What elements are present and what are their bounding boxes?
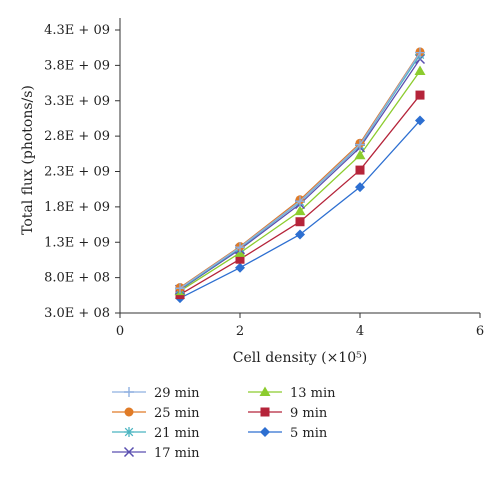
legend: 29 min 25 min 21 min 17 min 13 min 9 min 5 min: [112, 386, 336, 461]
legend-item-5-min: 5 min: [248, 426, 328, 441]
x-tick-label: 6: [476, 324, 484, 339]
series-line-21-min: [179, 54, 421, 290]
x-tick-label: 0: [116, 324, 124, 339]
data-point-5-min: [295, 229, 305, 240]
legend-label: 17 min: [154, 446, 200, 461]
legend-label: 29 min: [154, 386, 200, 401]
legend-item-13-min: 13 min: [248, 386, 336, 401]
y-tick-label: 1.8E + 09: [44, 200, 110, 215]
legend-label: 5 min: [290, 426, 328, 441]
y-axis-label: Total flux (photons/s): [20, 85, 36, 235]
legend-marker: [124, 427, 134, 437]
data-point-9-min: [235, 254, 245, 264]
data-point-29-min: [355, 139, 365, 150]
legend-marker: [260, 427, 270, 437]
data-point-29-min: [295, 196, 305, 207]
data-point-13-min: [294, 205, 306, 216]
y-tick-label: 1.3E + 09: [44, 235, 110, 250]
legend-marker: [260, 407, 270, 417]
y-tick-label: 2.3E + 09: [44, 165, 110, 180]
legend-item-17-min: 17 min: [112, 446, 200, 461]
data-point-29-min: [235, 242, 245, 253]
series-25-min: [175, 47, 425, 293]
legend-label: 13 min: [290, 386, 336, 401]
data-point-5-min: [415, 115, 425, 126]
series-line-29-min: [179, 52, 421, 289]
legend-label: 21 min: [154, 426, 200, 441]
legend-item-21-min: 21 min: [112, 426, 200, 441]
data-point-9-min: [295, 217, 305, 227]
series-29-min: [175, 47, 425, 294]
legend-item-29-min: 29 min: [112, 386, 200, 401]
y-tick-label: 8.0E + 08: [44, 271, 110, 286]
series-21-min: [175, 49, 425, 294]
y-tick-label: 4.3E + 09: [44, 23, 110, 38]
series-line-25-min: [179, 51, 421, 289]
data-point-13-min: [414, 65, 426, 76]
data-point-9-min: [415, 90, 425, 100]
data-point-9-min: [355, 165, 365, 175]
legend-marker: [259, 386, 271, 396]
legend-marker: [124, 407, 134, 417]
legend-item-25-min: 25 min: [112, 406, 200, 421]
data-point-29-min: [175, 283, 185, 294]
plot-area: [174, 47, 426, 304]
series-line-17-min: [179, 58, 421, 291]
legend-marker: [124, 387, 134, 397]
y-tick-label: 3.3E + 09: [44, 94, 110, 109]
x-tick-label: 4: [356, 324, 364, 339]
y-tick-label: 2.8E + 09: [44, 129, 110, 144]
data-point-5-min: [235, 262, 245, 273]
series-17-min: [174, 53, 426, 295]
y-tick-label: 3.8E + 09: [44, 58, 110, 73]
legend-label: 9 min: [290, 406, 328, 421]
x-axis-label: Cell density (×10⁵): [233, 350, 367, 366]
legend-item-9-min: 9 min: [248, 406, 328, 421]
axes: 3.0E + 08 8.0E + 08 1.3E + 09 1.8E + 09 2.3E…: [44, 18, 484, 339]
y-tick-label: 3.0E + 08: [44, 306, 110, 321]
legend-marker: [123, 446, 135, 458]
series-line-13-min: [179, 70, 421, 292]
x-tick-label: 2: [236, 324, 244, 339]
legend-label: 25 min: [154, 406, 200, 421]
data-point-5-min: [355, 182, 365, 193]
data-point-13-min: [354, 149, 366, 160]
data-point-29-min: [415, 47, 425, 58]
